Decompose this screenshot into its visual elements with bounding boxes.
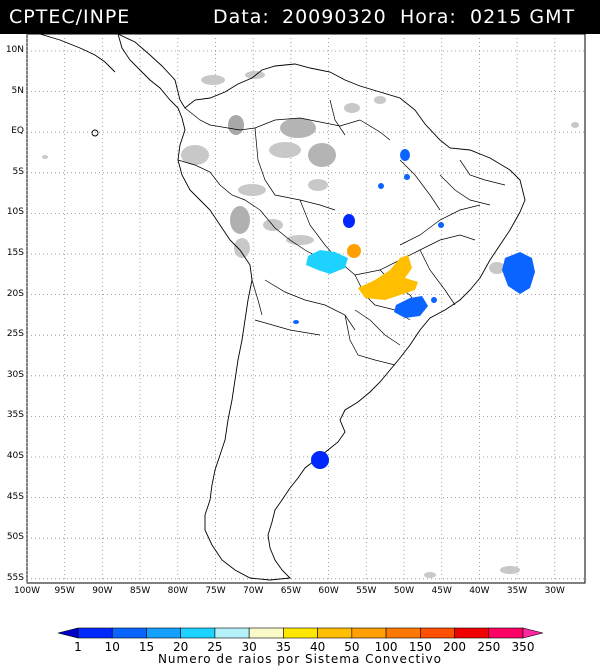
legend-title: Numero de raios por Sistema Convectivo (157, 652, 443, 666)
country-borders (177, 99, 506, 366)
lon-label: 95W (54, 586, 75, 596)
lat-label: 10N (5, 45, 24, 55)
date-label: Data: (213, 6, 270, 28)
colorbar-tick-label: 50 (344, 640, 360, 654)
lon-label: 65W (280, 586, 302, 596)
lon-label: 80W (167, 586, 188, 596)
lon-label: 60W (318, 586, 339, 596)
lon-label: 90W (92, 586, 113, 596)
map-frame (26, 33, 586, 584)
lon-label: 35W (506, 586, 528, 596)
lat-label: 40S (6, 451, 24, 461)
colorbar-swatch (57, 627, 79, 639)
storm-cell (438, 222, 444, 228)
storm-cell (502, 252, 535, 294)
lon-label: 75W (205, 586, 226, 596)
lon-label: 55W (356, 586, 377, 596)
colorbar-swatch (283, 627, 318, 639)
lat-label: EQ (11, 126, 24, 137)
lon-label: 50W (393, 586, 415, 596)
lat-label: 55S (6, 572, 24, 583)
colorbar-tick-label: 200 (443, 640, 466, 654)
colorbar (57, 627, 544, 639)
colorbar-tick-label: 20 (173, 640, 189, 654)
colorbar-swatch (214, 627, 250, 639)
colorbar-swatch (488, 627, 524, 639)
storm-cell (378, 183, 384, 189)
time-value: 0215 GMT (470, 6, 576, 28)
lon-label: 40W (469, 586, 490, 596)
colorbar-tick-label: 15 (138, 640, 155, 654)
storm-cell (343, 214, 355, 228)
cloud-cover (42, 71, 579, 578)
colorbar-swatch (248, 627, 284, 639)
colorbar-swatch (317, 627, 353, 639)
colorbar-swatch (180, 627, 216, 639)
colorbar-tick-label: 30 (241, 640, 257, 654)
colorbar-swatch (111, 627, 147, 639)
lon-label: 70W (243, 586, 264, 596)
storm-cell (311, 451, 329, 469)
lat-label: 45S (6, 491, 24, 502)
time-label: Hora: (400, 6, 457, 28)
colorbar-swatch (351, 627, 387, 639)
colorbar-tick-label: 150 (408, 640, 432, 654)
storm-cell (394, 296, 428, 318)
lat-label: 5N (11, 85, 24, 96)
colorbar-swatch (420, 627, 455, 639)
colorbar-tick-label: 40 (309, 640, 326, 654)
colorbar-swatch (385, 627, 421, 639)
storm-cell (431, 297, 437, 303)
colorbar-tick-label: 100 (374, 640, 398, 654)
convective-systems (293, 149, 535, 469)
header-bar: CPTEC/INPE Data: 20090320 Hora: 0215 GMT (0, 0, 600, 34)
colorbar-tick-label: 1 (74, 640, 82, 654)
colorbar-tick-label: 250 (477, 640, 501, 654)
lat-label: 10S (6, 207, 24, 218)
storm-cell (306, 250, 348, 274)
colorbar-swatch (522, 627, 544, 639)
lat-label: 35S (6, 410, 24, 421)
colorbar-tick-label: 35 (275, 640, 292, 654)
lat-label: 15S (6, 248, 24, 258)
storm-cell (347, 244, 361, 258)
lat-label: 20S (6, 288, 24, 299)
colorbar-tick-label: 10 (104, 640, 120, 654)
colorbar-tick-label: 25 (207, 640, 223, 654)
date-value: 20090320 (282, 6, 387, 28)
colorbar-tick-label: 350 (511, 640, 535, 654)
colorbar-swatch (77, 627, 113, 639)
colorbar-swatch (454, 627, 490, 639)
storm-cell (293, 320, 299, 324)
lon-label: 45W (431, 586, 452, 596)
storm-cell (404, 174, 410, 180)
lon-label: 85W (129, 586, 151, 596)
lat-label: 30S (6, 369, 24, 380)
storm-cell (358, 255, 418, 300)
lat-label: 5S (12, 166, 24, 177)
lat-label: 50S (6, 532, 24, 543)
colorbar-swatch (146, 627, 181, 639)
map-grid (26, 34, 585, 583)
lat-label: 25S (6, 329, 24, 340)
storm-cell (400, 149, 410, 161)
lon-label: 30W (544, 586, 565, 596)
source-label: CPTEC/INPE (9, 6, 131, 28)
lon-label: 100W (13, 586, 41, 596)
